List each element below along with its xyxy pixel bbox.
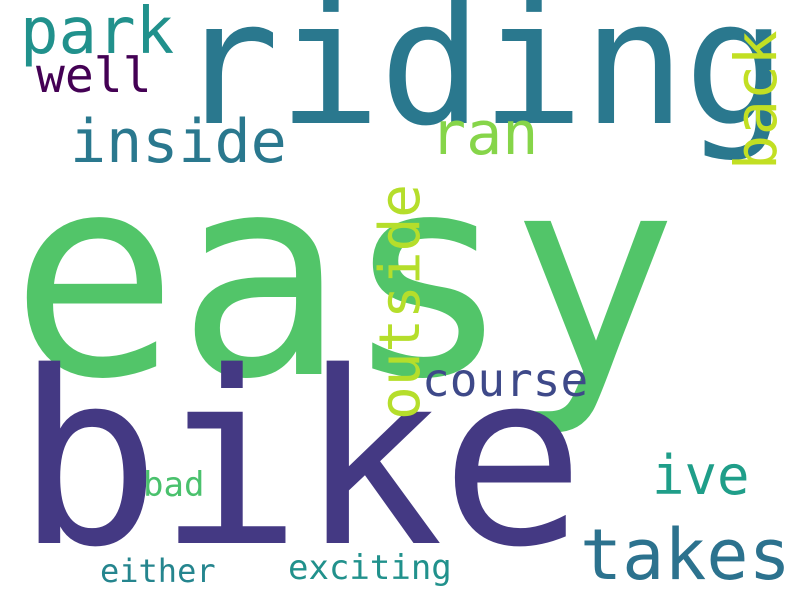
word-park: park xyxy=(20,0,175,69)
word-well: well xyxy=(36,48,152,104)
word-exciting: exciting xyxy=(288,548,452,588)
word-bad: bad xyxy=(143,465,205,505)
word-inside: inside xyxy=(70,107,287,177)
word-riding: riding xyxy=(176,0,787,164)
word-course: course xyxy=(422,353,589,407)
word-takes: takes xyxy=(580,514,791,596)
word-outside: outside xyxy=(368,183,433,420)
word-bike: bike xyxy=(16,320,585,600)
word-ive: ive xyxy=(652,444,750,507)
word-back: back xyxy=(722,30,790,170)
word-either: either xyxy=(100,552,216,590)
word-ran: ran xyxy=(430,99,539,169)
word-easy: easy xyxy=(10,115,678,441)
